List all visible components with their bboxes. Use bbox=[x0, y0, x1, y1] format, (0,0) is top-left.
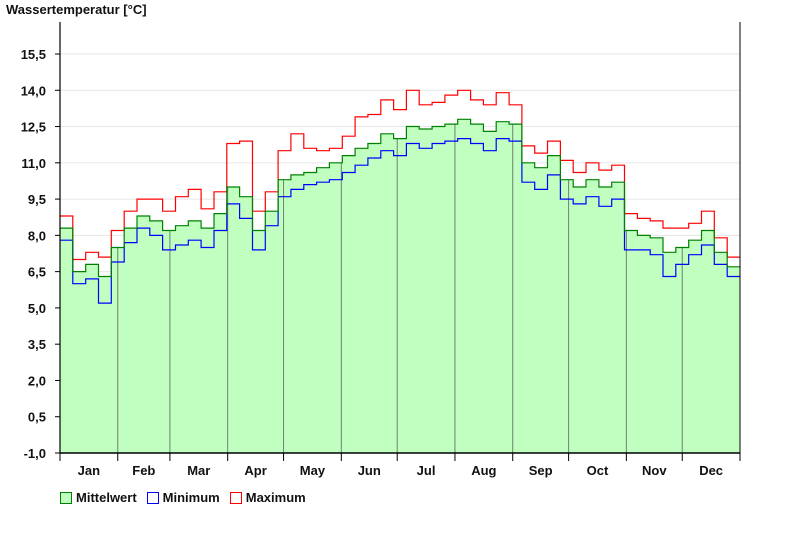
series-line-mittelwert bbox=[60, 118, 740, 278]
x-tick-label-aug: Aug bbox=[471, 463, 496, 478]
y-tick-label: 8,0 bbox=[28, 228, 46, 243]
y-tick-label: 12,5 bbox=[21, 120, 46, 135]
x-tick-label-oct: Oct bbox=[587, 463, 609, 478]
y-tick-label: 14,0 bbox=[21, 83, 46, 98]
y-tick-label: 9,5 bbox=[28, 192, 46, 207]
x-tick-label-jan: Jan bbox=[78, 463, 100, 478]
mean-area-fill bbox=[60, 119, 740, 454]
legend-swatch-max bbox=[229, 491, 242, 504]
legend-label-min: Minimum bbox=[162, 490, 220, 505]
series-line-maximum bbox=[60, 89, 740, 261]
legend-swatch-min bbox=[146, 491, 159, 504]
y-tick-label: 6,5 bbox=[28, 265, 46, 280]
x-tick-label-apr: Apr bbox=[244, 463, 266, 478]
legend-label-mean: Mittelwert bbox=[76, 490, 137, 505]
y-tick-label: 0,5 bbox=[28, 410, 46, 425]
legend-swatch-mean bbox=[60, 491, 72, 504]
legend-label-max: Maximum bbox=[245, 490, 306, 505]
y-tick-label: 11,0 bbox=[21, 156, 46, 171]
legend-item-mean: Mittelwert bbox=[60, 490, 137, 505]
legend-item-min: Minimum bbox=[146, 490, 220, 505]
x-tick-label-sep: Sep bbox=[529, 463, 553, 478]
y-tick-label: 2,0 bbox=[28, 373, 46, 388]
chart-title: Wassertemperatur [°C] bbox=[6, 2, 147, 17]
x-tick-label-mar: Mar bbox=[187, 463, 210, 478]
x-tick-label-may: May bbox=[300, 463, 326, 478]
y-tick-label: 15,5 bbox=[21, 47, 46, 62]
x-tick-label-nov: Nov bbox=[642, 463, 667, 478]
legend: Mittelwert Minimum Maximum bbox=[60, 490, 306, 505]
x-tick-label-feb: Feb bbox=[132, 463, 155, 478]
x-tick-label-jul: Jul bbox=[417, 463, 436, 478]
y-tick-label: -1,0 bbox=[24, 446, 46, 461]
series-line-minimum bbox=[60, 138, 740, 304]
x-tick-label-dec: Dec bbox=[699, 463, 723, 478]
legend-item-max: Maximum bbox=[229, 490, 306, 505]
y-tick-label: 3,5 bbox=[28, 337, 46, 352]
y-tick-label: 5,0 bbox=[28, 301, 46, 316]
x-tick-label-jun: Jun bbox=[358, 463, 381, 478]
